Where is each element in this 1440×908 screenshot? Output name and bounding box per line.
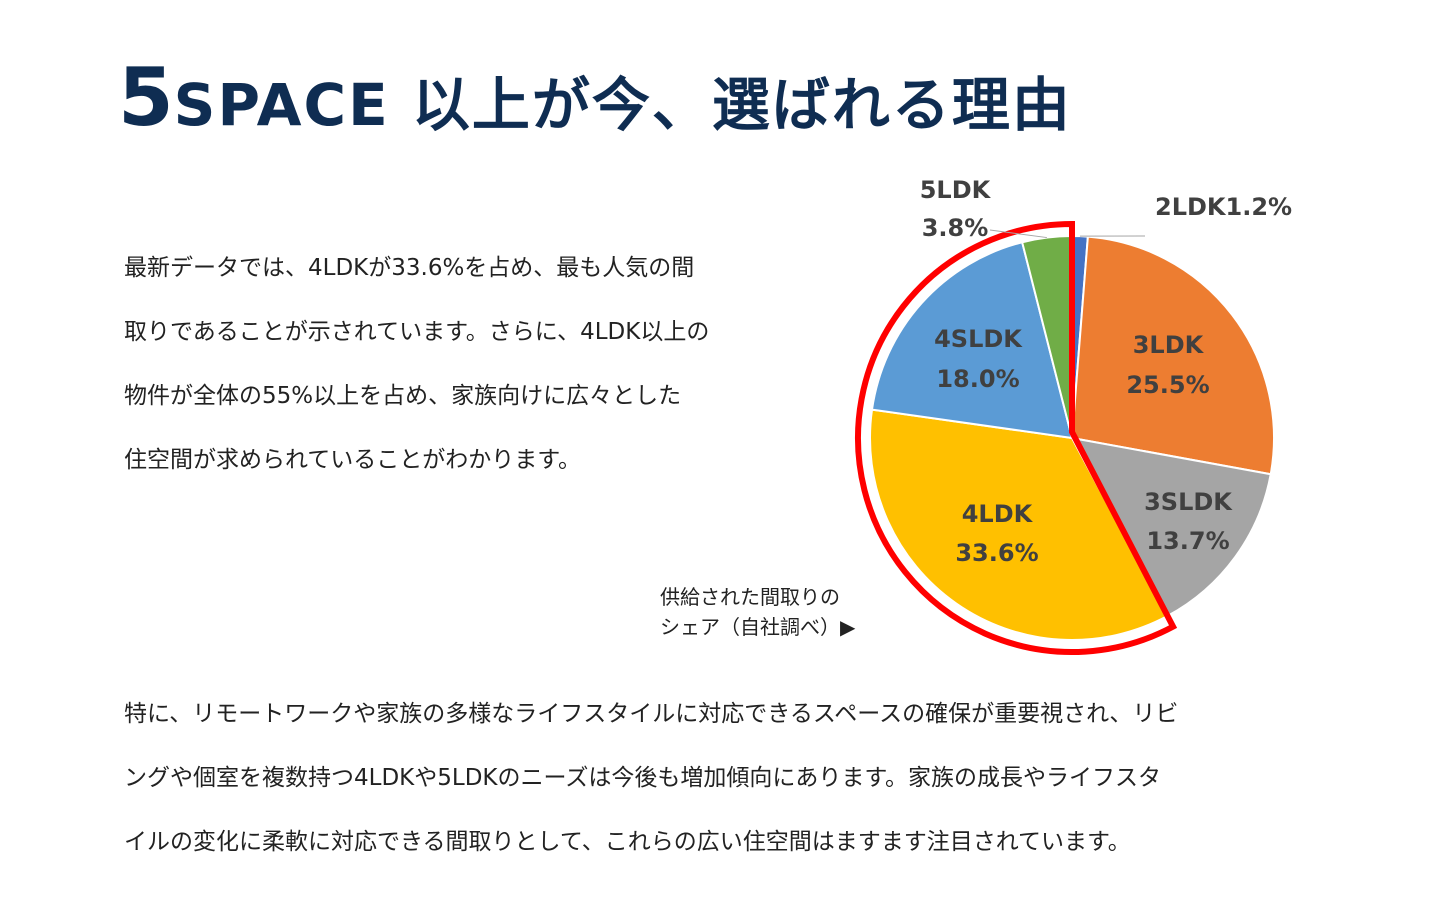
body-line: 特に、リモートワークや家族の多様なライフスタイルに対応できるスペースの確保が重要… — [124, 701, 1179, 727]
label-4LDK-name: 4LDK — [962, 500, 1034, 528]
intro-line: 住空間が求められていることがわかります。 — [124, 447, 582, 473]
page-title-text: SPACE 以上が今、選ばれる理由 — [173, 71, 1072, 139]
body-paragraph: 特に、リモートワークや家族の多様なライフスタイルに対応できるスペースの確保が重要… — [124, 682, 1324, 874]
leader-line-5LDK — [989, 229, 1047, 239]
label-3LDK-name: 3LDK — [1133, 331, 1205, 359]
body-line: ングや個室を複数持つ4LDKや5LDKのニーズは今後も増加傾向にあります。家族の… — [124, 765, 1162, 791]
pie-slice-3SLDK — [1070, 436, 1272, 618]
page-title: 5SPACE 以上が今、選ばれる理由 — [118, 58, 1072, 138]
intro-line: 取りであることが示されています。さらに、4LDK以上の — [124, 319, 710, 345]
label-5LDK-value: 3.8% — [922, 214, 989, 242]
highlight-outline — [855, 220, 1178, 655]
pie-slice-3LDK — [1070, 235, 1275, 476]
intro-paragraph: 最新データでは、4LDKが33.6%を占め、最も人気の間 取りであることが示され… — [124, 236, 764, 492]
label-4SLDK-value: 18.0% — [936, 365, 1019, 393]
label-5LDK-name: 5LDK — [920, 176, 992, 204]
caption-line: 供給された間取りの — [660, 585, 840, 609]
pie-slice-4LDK — [869, 408, 1169, 641]
pie-slice-4SLDK — [870, 241, 1074, 440]
body-line: イルの変化に柔軟に対応できる間取りとして、これらの広い住空間はますます注目されて… — [124, 829, 1131, 855]
label-3LDK-value: 25.5% — [1126, 371, 1209, 399]
label-3SLDK-name: 3SLDK — [1144, 488, 1233, 516]
label-2LDK: 2LDK1.2% — [1155, 193, 1292, 221]
caption-line: シェア（自社調べ）▶ — [660, 615, 856, 639]
chart-caption: 供給された間取りの シェア（自社調べ）▶ — [660, 582, 855, 642]
label-4SLDK-name: 4SLDK — [934, 325, 1023, 353]
label-4LDK-value: 33.6% — [955, 539, 1038, 567]
label-3SLDK-value: 13.7% — [1146, 527, 1229, 555]
intro-line: 物件が全体の55%以上を占め、家族向けに広々とした — [124, 383, 682, 409]
page-title-number: 5 — [118, 51, 174, 144]
intro-line: 最新データでは、4LDKが33.6%を占め、最も人気の間 — [124, 255, 695, 281]
pie-chart: 2LDK1.2% 3LDK 25.5% 3SLDK 13.7% 4LDK 33.… — [855, 176, 1292, 655]
